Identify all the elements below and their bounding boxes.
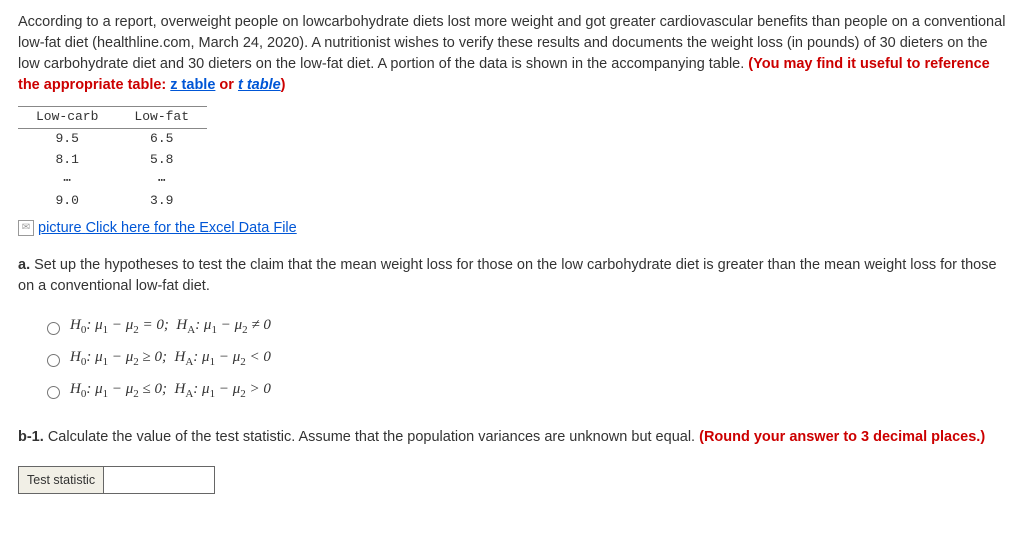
test-statistic-input[interactable] <box>112 470 206 490</box>
excel-file-line: ✉picture Click here for the Excel Data F… <box>18 218 1006 239</box>
col-header-lowcarb: Low-carb <box>18 107 116 129</box>
option-3-row: H0: μ1 − μ2 ≤ 0; HA: μ1 − μ2 > 0 <box>42 379 1006 403</box>
broken-image-icon: ✉ <box>18 220 34 236</box>
table-row: 9.56.5 <box>18 128 207 149</box>
z-table-link[interactable]: z table <box>170 77 215 93</box>
option-1-label: H0: μ1 − μ2 = 0; HA: μ1 − μ2 ≠ 0 <box>70 315 271 339</box>
excel-file-link[interactable]: picture Click here for the Excel Data Fi… <box>38 220 297 236</box>
question-a-label: a. <box>18 257 34 273</box>
option-2-row: H0: μ1 − μ2 ≥ 0; HA: μ1 − μ2 < 0 <box>42 347 1006 371</box>
question-b1-text: Calculate the value of the test statisti… <box>48 429 699 445</box>
intro-paragraph: According to a report, overweight people… <box>18 12 1006 96</box>
test-statistic-cell <box>104 467 215 494</box>
question-b1-hint: (Round your answer to 3 decimal places.) <box>699 429 985 445</box>
option-1-radio[interactable] <box>47 322 60 335</box>
test-statistic-label: Test statistic <box>19 467 104 494</box>
option-2-label: H0: μ1 − μ2 ≥ 0; HA: μ1 − μ2 < 0 <box>70 347 271 371</box>
table-row: ⋯⋯ <box>18 171 207 192</box>
option-1-row: H0: μ1 − μ2 = 0; HA: μ1 − μ2 ≠ 0 <box>42 315 1006 339</box>
option-2-radio[interactable] <box>47 354 60 367</box>
question-a: a. Set up the hypotheses to test the cla… <box>18 255 1006 297</box>
hypothesis-options: H0: μ1 − μ2 = 0; HA: μ1 − μ2 ≠ 0 H0: μ1 … <box>42 315 1006 403</box>
test-statistic-table: Test statistic <box>18 466 215 494</box>
question-b1: b-1. Calculate the value of the test sta… <box>18 427 1006 448</box>
table-row: 9.03.9 <box>18 191 207 212</box>
table-header-row: Low-carb Low-fat <box>18 107 207 129</box>
question-a-text: Set up the hypotheses to test the claim … <box>18 257 997 294</box>
col-header-lowfat: Low-fat <box>116 107 207 129</box>
option-3-radio[interactable] <box>47 386 60 399</box>
data-table: Low-carb Low-fat 9.56.5 8.15.8 ⋯⋯ 9.03.9 <box>18 106 207 212</box>
question-b1-label: b-1. <box>18 429 48 445</box>
table-row: 8.15.8 <box>18 150 207 171</box>
t-table-link[interactable]: t table <box>238 77 281 93</box>
option-3-label: H0: μ1 − μ2 ≤ 0; HA: μ1 − μ2 > 0 <box>70 379 271 403</box>
